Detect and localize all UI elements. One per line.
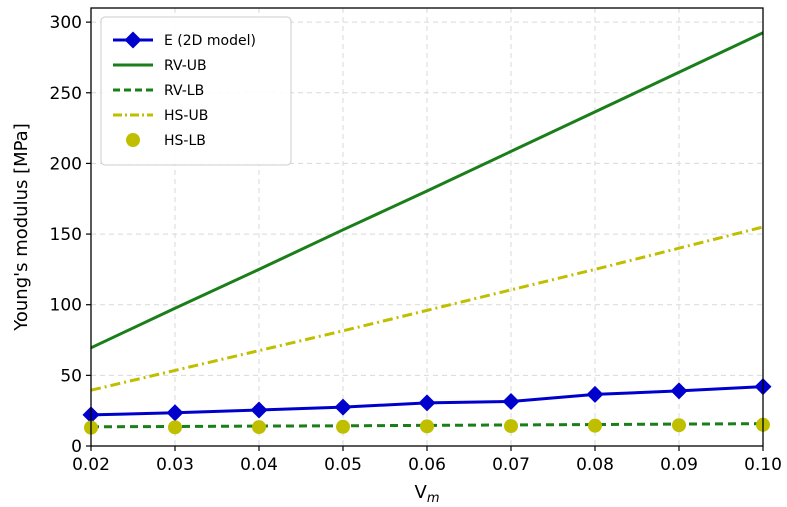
y-axis-label: Young's modulus [MPa]	[11, 123, 32, 331]
legend-label: RV-LB	[164, 83, 204, 99]
data-point-circle	[168, 420, 182, 435]
series-0	[82, 378, 772, 424]
data-point-circle	[336, 419, 350, 434]
series-layer	[82, 31, 772, 435]
legend-item: RV-LB	[113, 83, 204, 99]
legend-item: RV-UB	[113, 58, 207, 74]
x-tick-label: 0.03	[156, 455, 194, 475]
data-point-circle	[672, 418, 686, 433]
y-tick-label: 100	[50, 296, 82, 316]
y-tick-label: 250	[50, 84, 82, 104]
x-tick-label: 0.05	[324, 455, 362, 475]
data-point-circle	[504, 419, 518, 434]
x-axis-label-subscript: m	[427, 491, 440, 506]
legend-label: E (2D model)	[164, 33, 256, 49]
x-tick-label: 0.08	[576, 455, 614, 475]
series-4	[84, 417, 770, 435]
series-3	[90, 225, 764, 392]
y-tick-label: 0	[71, 437, 82, 457]
data-point-diamond	[670, 382, 688, 400]
y-tick-label: 50	[60, 366, 82, 386]
data-point-circle	[420, 419, 434, 434]
x-tick-label: 0.04	[240, 455, 278, 475]
legend-circle-marker	[126, 133, 140, 147]
x-tick-label: 0.09	[660, 455, 698, 475]
legend-diamond-marker	[124, 31, 142, 49]
axis-ticks: 0.02 0.03 0.04 0.05 0.06 0.07 0.08 0.09 0.10 0 50 1…	[50, 13, 782, 475]
x-tick-label: 0.10	[744, 455, 782, 475]
series-2	[90, 422, 764, 429]
y-tick-label: 200	[50, 154, 82, 174]
legend-box	[100, 16, 292, 166]
data-point-diamond	[250, 401, 268, 419]
x-axis-label: Vm	[415, 482, 440, 506]
legend-item: E (2D model)	[113, 31, 256, 49]
legend-label: HS-UB	[164, 108, 208, 124]
x-tick-label: 0.06	[408, 455, 446, 475]
data-point-diamond	[418, 394, 436, 412]
legend-item: HS-LB	[126, 133, 206, 149]
data-point-circle	[588, 418, 602, 433]
data-point-diamond	[334, 398, 352, 416]
legend-label: HS-LB	[164, 133, 206, 149]
x-tick-label: 0.07	[492, 455, 530, 475]
legend: E (2D model) RV-UB RV-LB HS-UB HS-LB	[100, 16, 292, 166]
legend-item: HS-UB	[113, 108, 208, 124]
y-tick-label: 150	[50, 225, 82, 245]
data-point-diamond	[166, 404, 184, 422]
data-point-diamond	[502, 392, 520, 410]
series-line	[90, 31, 764, 350]
series-line	[90, 225, 764, 392]
x-axis-label-main: V	[415, 482, 428, 503]
data-point-diamond	[586, 385, 604, 403]
legend-label: RV-UB	[164, 58, 207, 74]
x-tick-label: 0.02	[72, 455, 110, 475]
y-tick-label: 300	[50, 13, 82, 33]
series-1	[90, 31, 764, 350]
series-line	[90, 422, 764, 429]
data-point-circle	[252, 420, 266, 435]
